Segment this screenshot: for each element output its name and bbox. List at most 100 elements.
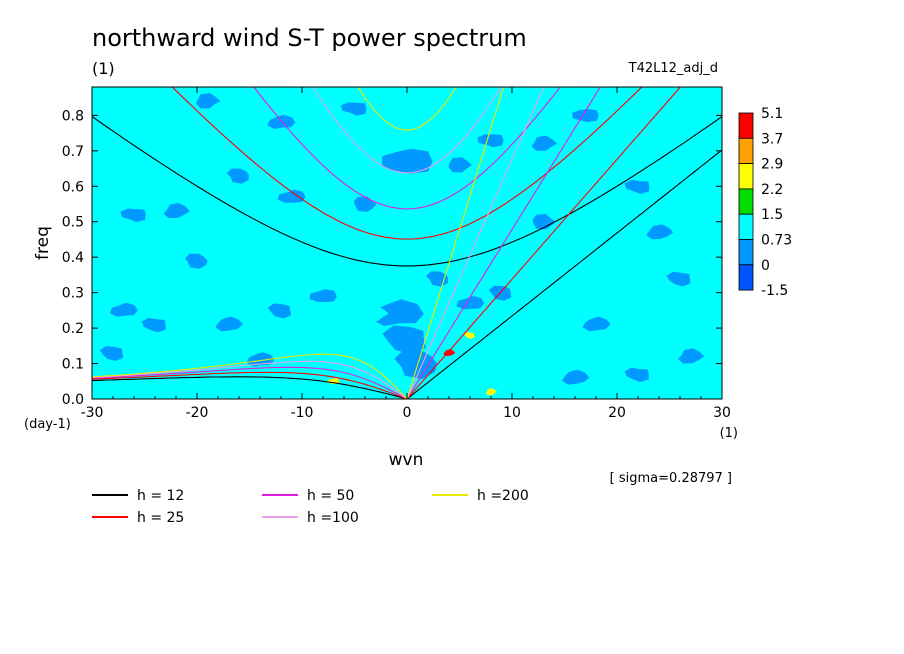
y-tick-label: 0.5 [62, 215, 84, 231]
legend-label: h =200 [477, 488, 529, 504]
spectral-blob [456, 295, 485, 310]
dispersion-curve-ig [312, 87, 502, 174]
y-tick-label: 0.6 [62, 179, 84, 195]
spectral-blob [666, 271, 691, 287]
spectral-blob [120, 208, 146, 223]
legend-label: h =100 [307, 510, 359, 526]
axes: -30 -20 -10 0 10 20 30 0.0 0.1 0.2 0.3 0.4 0.5 0.6 0.7… [62, 87, 731, 421]
legend-label: h = 12 [137, 488, 184, 504]
dispersion-curve-rossby [92, 353, 408, 399]
spectral-blob [416, 179, 439, 195]
colorbar-swatch [738, 188, 754, 215]
x-tick-label: -10 [291, 405, 314, 421]
spectral-blob [109, 302, 138, 317]
spectral-blob [330, 158, 357, 172]
x-unit-label: (1) [720, 426, 738, 441]
spectral-blob [226, 168, 249, 184]
spectral-blob [406, 129, 430, 145]
y-tick-label: 0.4 [62, 250, 84, 266]
colorbar-label: 1.5 [761, 207, 783, 223]
x-tick-label: -20 [186, 405, 209, 421]
spectral-blob [381, 148, 433, 174]
spectral-blob [141, 317, 166, 333]
x-tick-label: 30 [713, 405, 731, 421]
dispersion-curve-kelvin [406, 87, 602, 399]
dispersion-curve-kelvin [406, 149, 722, 399]
spectral-blob [464, 332, 475, 339]
spectral-blob [370, 299, 424, 327]
colorbar-label: 2.2 [761, 182, 783, 198]
colorbar-label: 5.1 [761, 106, 783, 122]
y-tick-label: 0.2 [62, 321, 84, 337]
dispersion-curve-kelvin [406, 87, 682, 399]
spectral-blob [267, 303, 292, 319]
dispersion-curve-rossby [92, 366, 408, 399]
legend-label: h = 25 [137, 510, 184, 526]
spectral-blob [561, 369, 590, 385]
spectral-blob [196, 93, 221, 109]
colorbar: 5.1 3.7 2.9 2.2 1.5 0.73 0 -1.5 [738, 106, 792, 299]
y-tick-label: 0.0 [62, 392, 84, 408]
plot-area [91, 86, 723, 400]
spectral-blob [99, 346, 124, 361]
dispersion-curve-kelvin [406, 87, 545, 399]
spectral-blob [509, 348, 537, 364]
y-tick-label: 0.3 [62, 286, 84, 302]
spectral-blob [448, 157, 473, 173]
y-tick-label: 0.8 [62, 108, 84, 124]
colorbar-swatch [738, 213, 754, 240]
sigma-note: [ sigma=0.28797 ] [610, 471, 732, 486]
spectral-blob [532, 214, 556, 230]
spectral-blob [343, 352, 368, 368]
spectral-blob [531, 135, 558, 151]
legend: h = 12 h = 25 h = 50 h =100 h =200 [92, 488, 529, 526]
spectral-blob [467, 378, 493, 393]
spectral-blob [678, 348, 705, 364]
colorbar-label: 3.7 [761, 131, 783, 147]
y-axis-label: freq [33, 226, 53, 260]
colorbar-swatch [738, 112, 754, 139]
spectral-blob [477, 134, 504, 148]
dispersion-curve-rossby [92, 376, 408, 399]
colorbar-swatch [738, 137, 754, 165]
spectral-blob [485, 388, 498, 396]
dispersion-curve-ig [171, 87, 643, 240]
spectral-blob [624, 179, 650, 194]
spectral-blob [309, 289, 337, 303]
spectral-blob [624, 367, 649, 382]
spectral-blob [340, 102, 367, 116]
spectral-blob [582, 316, 611, 332]
x-tick-label: 20 [608, 405, 626, 421]
colorbar-swatch [738, 264, 754, 291]
spectral-blob [394, 349, 437, 379]
spectral-blob [185, 253, 208, 269]
dispersion-curve-ig [253, 87, 561, 210]
colorbar-swatch [738, 163, 754, 190]
colorbar-swatch [738, 239, 754, 266]
y-unit-label: (day-1) [24, 417, 71, 432]
dispersion-curve-ig [92, 116, 722, 267]
spectral-blob [363, 305, 389, 322]
dispersion-curve-kelvin [406, 87, 505, 399]
y-tick-label: 0.1 [62, 357, 84, 373]
subtitle-right: T42L12_adj_d [628, 61, 718, 76]
colorbar-label: 0 [761, 258, 770, 274]
subtitle-left: (1) [92, 59, 115, 78]
dispersion-curve-rossby [92, 371, 408, 399]
x-tick-label: 0 [403, 405, 412, 421]
legend-label: h = 50 [307, 488, 354, 504]
colorbar-label: 2.9 [761, 157, 783, 173]
spectral-blob [215, 316, 243, 332]
spectral-blob [277, 189, 306, 203]
spectral-blob [572, 109, 599, 123]
spectral-blob [382, 325, 426, 355]
spectral-blob [163, 202, 190, 219]
colorbar-label: -1.5 [761, 283, 788, 299]
x-axis-label: wvn [389, 450, 424, 470]
x-tick-label: 10 [503, 405, 521, 421]
dispersion-curve-ig [357, 87, 457, 131]
colorbar-label: 0.73 [761, 233, 792, 249]
x-tick-label: -30 [81, 405, 104, 421]
chart-title: northward wind S-T power spectrum [92, 24, 527, 52]
